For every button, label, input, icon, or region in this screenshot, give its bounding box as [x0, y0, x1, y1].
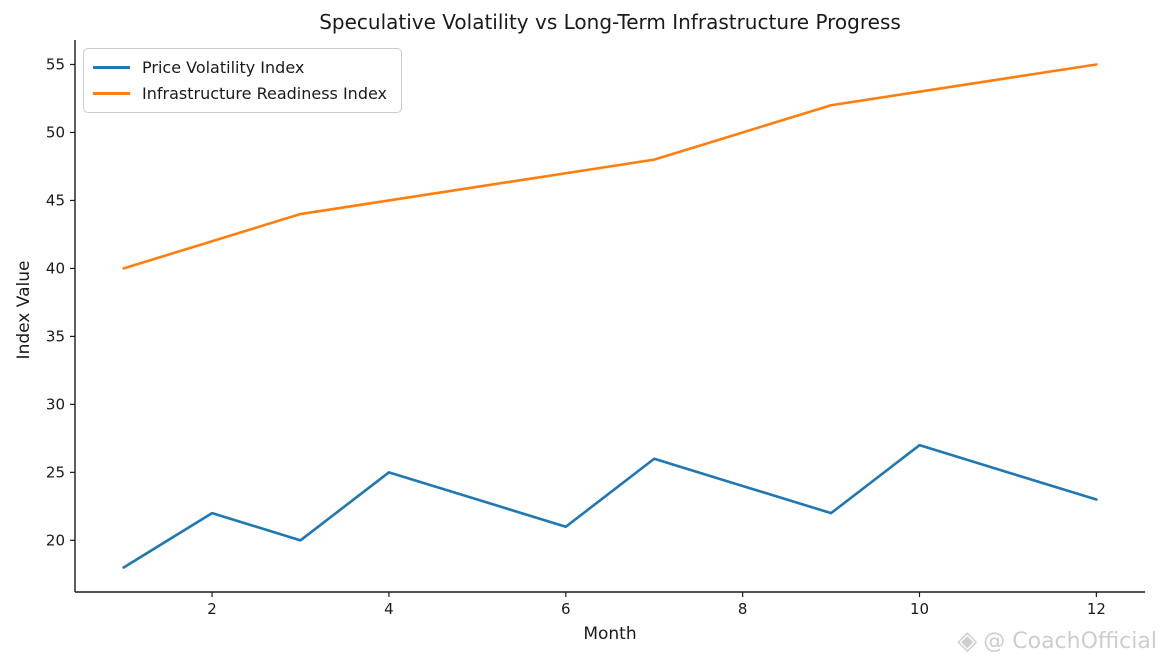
diamond-gem-icon: ◈ [957, 626, 978, 656]
y-tick-label: 50 [46, 123, 65, 141]
legend-swatch-infrastructure-readiness [93, 92, 130, 95]
watermark-text: @ CoachOfficial [983, 628, 1157, 654]
y-tick-label: 20 [46, 531, 65, 549]
x-tick-label: 2 [207, 600, 217, 618]
y-tick-label: 30 [46, 395, 65, 413]
legend-entry: Infrastructure Readiness Index [93, 84, 387, 103]
legend-entry: Price Volatility Index [93, 58, 387, 77]
legend-label: Infrastructure Readiness Index [142, 84, 388, 103]
x-tick-label: 6 [561, 600, 571, 618]
legend-swatch-price-volatility [93, 66, 130, 69]
series-line-price-volatility-index [122, 443, 1098, 569]
legend-label: Price Volatility Index [142, 58, 305, 77]
y-tick-label: 25 [46, 463, 65, 481]
y-axis-label: Index Value [14, 260, 34, 360]
legend: Price Volatility Index Infrastructure Re… [83, 48, 403, 113]
watermark: ◈ @ CoachOfficial [957, 628, 1157, 654]
x-tick-label: 4 [384, 600, 394, 618]
x-tick-label: 12 [1087, 600, 1106, 618]
series-line-infrastructure-readiness-index [122, 63, 1098, 270]
y-tick-label: 45 [46, 191, 65, 209]
chart-title: Speculative Volatility vs Long-Term Infr… [319, 10, 901, 34]
x-tick-label: 10 [910, 600, 929, 618]
x-axis-label: Month [583, 624, 637, 644]
y-tick-label: 35 [46, 327, 65, 345]
y-tick-label: 40 [46, 259, 65, 277]
x-tick-label: 8 [738, 600, 748, 618]
y-tick-label: 55 [46, 55, 65, 73]
